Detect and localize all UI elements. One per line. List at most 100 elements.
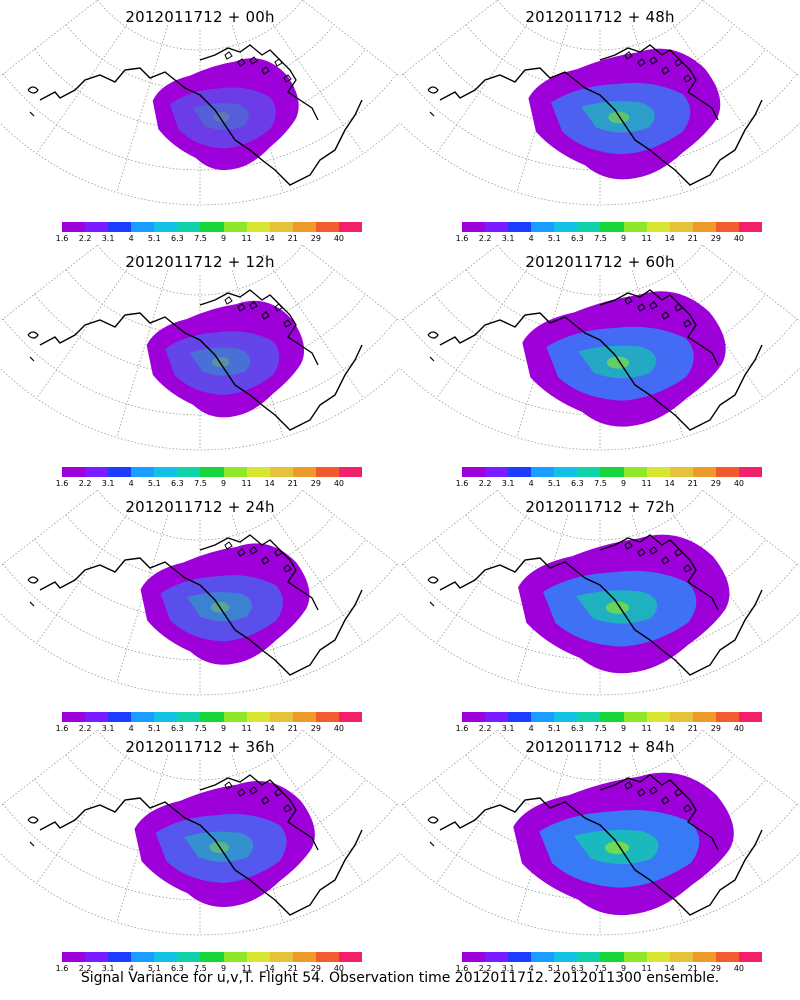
colorbar-swatch	[531, 467, 555, 477]
colorbar-swatch	[85, 712, 109, 722]
colorbar	[62, 222, 363, 232]
island	[624, 296, 633, 305]
colorbar-swatch	[577, 467, 601, 477]
variance-region	[169, 87, 276, 149]
colorbar-label: 14	[264, 724, 275, 733]
variance-region	[165, 331, 280, 396]
variance-peak	[212, 357, 230, 368]
colorbar-label: 3.1	[501, 234, 515, 243]
colorbar-label: 2.2	[478, 964, 492, 973]
colorbar-label: 2.2	[78, 479, 92, 488]
colorbar-label: 4	[128, 234, 134, 243]
graticule-line	[402, 318, 798, 416]
coastline	[199, 774, 319, 851]
island	[661, 556, 670, 565]
graticule-line	[36, 254, 138, 399]
polar-map	[400, 0, 800, 206]
colorbar-swatch	[154, 467, 178, 477]
colorbar-label: 1.6	[55, 964, 69, 973]
colorbar-label: 7.5	[594, 479, 607, 488]
coastline	[39, 67, 363, 186]
colorbar-label: 3.1	[101, 234, 115, 243]
graticule-line	[36, 9, 138, 154]
colorbar-swatch	[177, 712, 201, 722]
colorbar-swatch	[715, 952, 739, 962]
colorbar-label: 9	[620, 724, 627, 733]
colorbar-label: 21	[287, 724, 298, 733]
colorbar-swatch	[485, 712, 509, 722]
island	[683, 564, 692, 573]
colorbar-labels: 1.6 2.2 3.1 4 5.1 6.3 7.5 9 11 14 21 29 40	[456, 479, 762, 489]
coastline	[439, 797, 763, 916]
colorbar-label: 9	[620, 964, 627, 973]
colorbar-label: 40	[733, 234, 745, 243]
colorbar-label: 14	[264, 964, 275, 973]
colorbar-label: 7.5	[194, 479, 207, 488]
figure-caption: Signal Variance for u,v,T. Flight 54. Ob…	[80, 970, 720, 986]
island	[237, 788, 246, 797]
graticule-line	[262, 254, 364, 399]
graticule-line	[34, 539, 366, 621]
variance-peak	[605, 601, 630, 614]
island	[624, 51, 633, 60]
colorbar-swatch	[462, 712, 486, 722]
island	[661, 66, 670, 75]
colorbar-label: 9	[620, 234, 627, 243]
colorbar-swatch	[646, 467, 670, 477]
colorbar-swatch	[554, 712, 578, 722]
colorbar-label: 2.2	[478, 234, 492, 243]
colorbar-label: 40	[733, 724, 745, 733]
panel-title: 2012011712 + 24h	[125, 498, 275, 516]
colorbar-label: 7.5	[594, 234, 607, 243]
coastline	[39, 797, 363, 916]
panel-title: 2012011712 + 60h	[525, 253, 675, 271]
graticule-line	[497, 490, 703, 541]
colorbar-swatch	[200, 712, 224, 722]
colorbar-swatch	[177, 952, 201, 962]
graticule-line	[497, 0, 703, 51]
colorbar-swatch	[485, 222, 509, 232]
colorbar-swatch	[669, 467, 693, 477]
graticule-line	[436, 9, 538, 154]
colorbar-swatch	[738, 222, 763, 232]
forecast-panel: 2012011712 + 60h 1.6 2.2 3.1 4 5.1 6.3 7.5 9 11 14…	[400, 245, 800, 488]
variance-region	[146, 300, 305, 418]
panel-title: 2012011712 + 12h	[125, 253, 275, 271]
colorbar-label: 9	[620, 479, 627, 488]
colorbar-label: 9	[220, 479, 227, 488]
graticule-line	[400, 612, 800, 696]
colorbar-swatch	[554, 467, 578, 477]
colorbar-swatch	[62, 712, 86, 722]
colorbar-swatch	[692, 952, 716, 962]
graticule-line	[497, 730, 703, 781]
graticule-line	[400, 245, 499, 322]
colorbar-label: 3.1	[501, 479, 515, 488]
colorbar-label: 6.3	[171, 964, 184, 973]
colorbar-label: 7.5	[194, 234, 207, 243]
polar-map	[400, 245, 800, 451]
forecast-panel: 2012011712 + 36h 1.6 2.2 3.1 4 5.1 6.3 7.5 9 11 14…	[0, 730, 400, 973]
colorbar-swatch	[62, 952, 86, 962]
colorbar-label: 11	[641, 234, 652, 243]
island	[249, 56, 258, 65]
colorbar-labels: 1.6 2.2 3.1 4 5.1 6.3 7.5 9 11 14 21 29 40	[456, 964, 762, 974]
colorbar-swatch	[646, 952, 670, 962]
colorbar-labels: 1.6 2.2 3.1 4 5.1 6.3 7.5 9 11 14 21 29 40	[456, 234, 762, 244]
colorbar-label: 11	[241, 724, 252, 733]
forecast-panel: 2012011712 + 12h 1.6 2.2 3.1 4 5.1 6.3 7.5 9 11 14…	[0, 245, 400, 488]
colorbar-label: 40	[733, 964, 745, 973]
colorbar-swatch	[646, 712, 670, 722]
graticule-line	[434, 49, 766, 131]
graticule-line	[0, 122, 400, 206]
island	[274, 788, 283, 797]
colorbar-label: 6.3	[571, 234, 584, 243]
colorbar-swatch	[223, 712, 247, 722]
colorbar-label: 29	[310, 724, 321, 733]
polar-map	[0, 245, 400, 451]
colorbar-label: 2.2	[78, 964, 92, 973]
colorbar-swatch	[692, 467, 716, 477]
colorbar-label: 2.2	[478, 724, 492, 733]
colorbar-swatch	[508, 952, 532, 962]
colorbar-label: 21	[687, 479, 698, 488]
colorbar-swatch	[223, 467, 247, 477]
